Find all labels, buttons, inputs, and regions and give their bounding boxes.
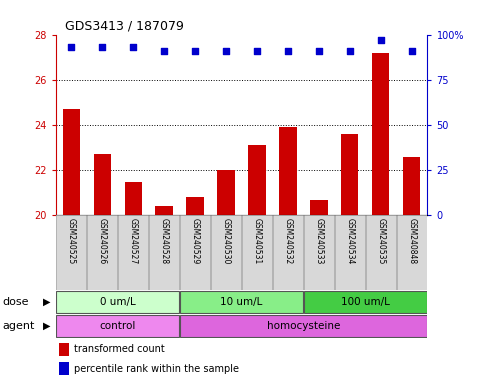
Text: control: control — [99, 321, 136, 331]
Bar — [59, 362, 69, 375]
Bar — [372, 53, 389, 215]
Text: GSM240529: GSM240529 — [190, 218, 199, 264]
FancyBboxPatch shape — [366, 215, 396, 290]
Bar — [311, 200, 327, 215]
Bar — [217, 170, 235, 215]
Point — [67, 44, 75, 50]
FancyBboxPatch shape — [56, 291, 179, 313]
FancyBboxPatch shape — [118, 215, 148, 290]
Point — [98, 44, 106, 50]
Text: GSM240525: GSM240525 — [67, 218, 75, 264]
FancyBboxPatch shape — [397, 215, 427, 290]
Text: GSM240527: GSM240527 — [128, 218, 138, 264]
Point — [346, 48, 354, 54]
Text: GSM240848: GSM240848 — [408, 218, 416, 264]
Text: percentile rank within the sample: percentile rank within the sample — [74, 364, 239, 374]
FancyBboxPatch shape — [149, 215, 179, 290]
Text: ▶: ▶ — [43, 297, 51, 307]
Bar — [280, 127, 297, 215]
Point — [222, 48, 230, 54]
FancyBboxPatch shape — [87, 215, 117, 290]
FancyBboxPatch shape — [211, 215, 241, 290]
FancyBboxPatch shape — [180, 215, 210, 290]
Text: GSM240530: GSM240530 — [222, 218, 230, 264]
Text: agent: agent — [2, 321, 35, 331]
FancyBboxPatch shape — [180, 291, 303, 313]
Text: homocysteine: homocysteine — [267, 321, 340, 331]
Point — [284, 48, 292, 54]
Text: GDS3413 / 187079: GDS3413 / 187079 — [65, 20, 184, 33]
Text: GSM240528: GSM240528 — [159, 218, 169, 264]
Text: ▶: ▶ — [43, 321, 51, 331]
Text: GSM240533: GSM240533 — [314, 218, 324, 264]
Point — [315, 48, 323, 54]
Point — [408, 48, 416, 54]
Text: dose: dose — [2, 297, 29, 307]
Bar — [125, 182, 142, 215]
FancyBboxPatch shape — [304, 291, 427, 313]
FancyBboxPatch shape — [242, 215, 272, 290]
FancyBboxPatch shape — [56, 215, 86, 290]
Text: GSM240526: GSM240526 — [98, 218, 107, 264]
Bar — [156, 206, 172, 215]
Bar — [62, 109, 80, 215]
Text: GSM240535: GSM240535 — [376, 218, 385, 264]
Point — [377, 37, 385, 43]
Text: GSM240532: GSM240532 — [284, 218, 293, 264]
Bar — [186, 197, 203, 215]
FancyBboxPatch shape — [273, 215, 303, 290]
FancyBboxPatch shape — [335, 215, 365, 290]
Point — [160, 48, 168, 54]
FancyBboxPatch shape — [304, 215, 334, 290]
Text: GSM240534: GSM240534 — [345, 218, 355, 264]
Text: 10 um/L: 10 um/L — [220, 297, 263, 307]
Point — [129, 44, 137, 50]
Point — [253, 48, 261, 54]
Bar — [94, 154, 111, 215]
Text: 0 um/L: 0 um/L — [99, 297, 135, 307]
Text: transformed count: transformed count — [74, 344, 165, 354]
Text: GSM240531: GSM240531 — [253, 218, 261, 264]
Bar — [248, 145, 266, 215]
Bar — [403, 157, 421, 215]
FancyBboxPatch shape — [180, 315, 427, 337]
FancyBboxPatch shape — [56, 315, 179, 337]
Bar — [341, 134, 358, 215]
Text: 100 um/L: 100 um/L — [341, 297, 390, 307]
Point — [191, 48, 199, 54]
Bar — [59, 343, 69, 356]
